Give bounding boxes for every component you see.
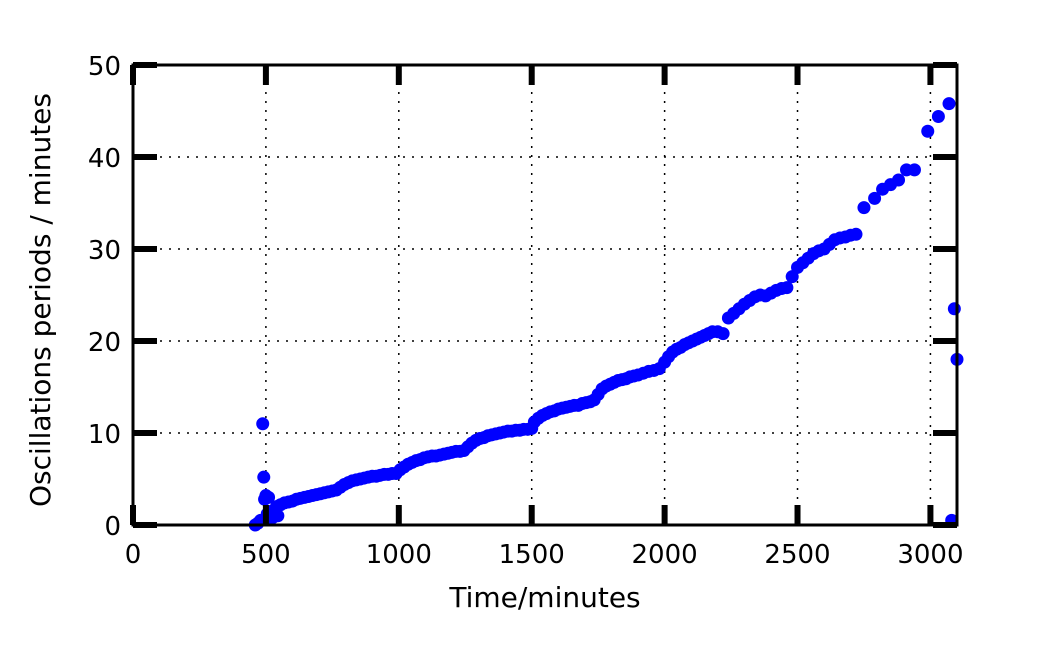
data-point (947, 302, 961, 316)
x-tick-labels: 0 500 1000 1500 2000 2500 3000 (125, 540, 964, 570)
y-tick-label: 10 (88, 420, 121, 450)
y-tick-label: 40 (88, 144, 121, 174)
x-tick-label: 1000 (366, 540, 432, 570)
y-axis-label: Oscillations periods / minutes (24, 93, 57, 507)
x-tick-label: 500 (241, 540, 291, 570)
y-tick-label: 0 (104, 512, 121, 542)
grid-lines (133, 65, 957, 525)
x-axis-label: Time/minutes (448, 581, 640, 614)
data-point (257, 470, 271, 484)
data-point (262, 490, 276, 504)
axis-ticks (130, 62, 957, 528)
y-tick-label: 50 (88, 52, 121, 82)
data-point (921, 124, 935, 138)
data-point (868, 191, 882, 205)
y-tick-label: 20 (88, 328, 121, 358)
plot-frame (131, 63, 959, 527)
data-point (857, 201, 871, 215)
y-tick-label: 30 (88, 236, 121, 266)
data-point (716, 327, 730, 341)
x-tick-label: 3000 (897, 540, 963, 570)
data-point (892, 173, 906, 187)
x-tick-label: 2000 (632, 540, 698, 570)
data-point (849, 227, 863, 241)
data-point (256, 417, 270, 431)
x-tick-label: 0 (125, 540, 142, 570)
data-points (248, 97, 964, 532)
x-tick-label: 2500 (764, 540, 830, 570)
x-tick-label: 1500 (499, 540, 565, 570)
y-tick-labels: 0 10 20 30 40 50 (88, 52, 121, 542)
data-point (942, 97, 956, 111)
data-point (931, 110, 945, 124)
data-point (271, 509, 285, 523)
data-point (907, 163, 921, 177)
data-point (780, 281, 794, 295)
